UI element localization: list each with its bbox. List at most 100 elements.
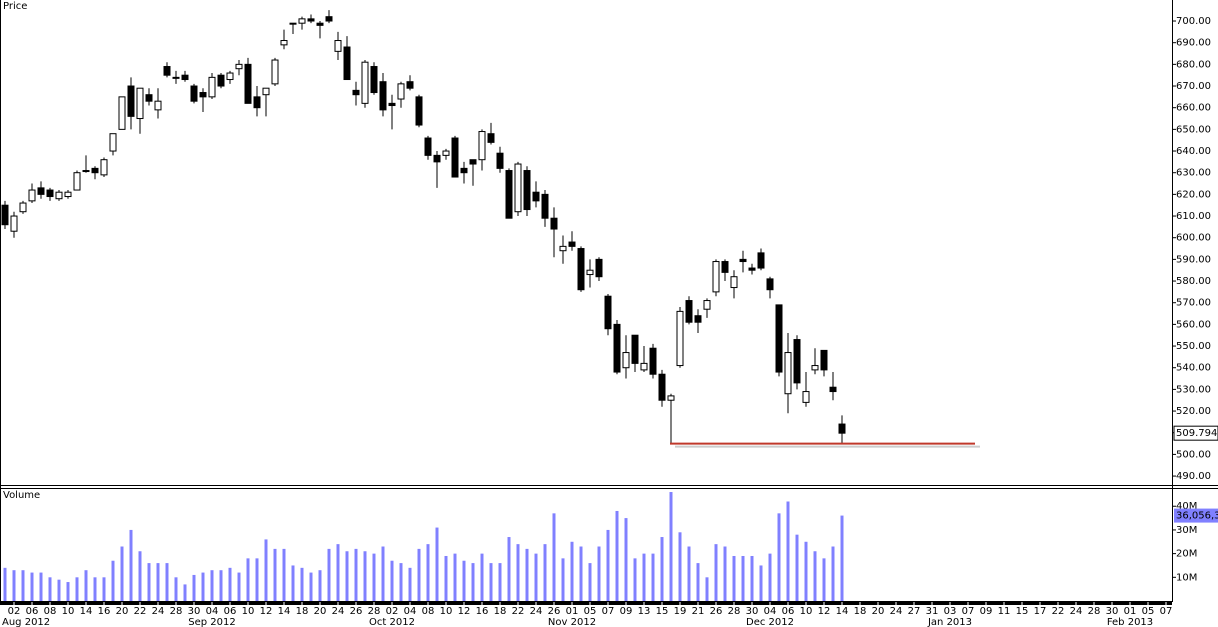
candle-body	[487, 133, 495, 143]
candle-body	[748, 267, 756, 271]
y-tick-label: 670.00	[1176, 81, 1211, 92]
x-tick-label: 20	[116, 606, 129, 617]
candle-body	[352, 89, 360, 96]
x-tick-label: 14	[80, 606, 93, 617]
x-tick-label: 28	[170, 606, 183, 617]
volume-bar	[300, 567, 304, 601]
x-tick-label: 16	[476, 606, 489, 617]
volume-bar	[831, 546, 835, 601]
y-tick-label: 490.00	[1176, 471, 1211, 482]
x-tick-label: 05	[584, 606, 597, 617]
month-label: Aug 2012	[2, 617, 50, 627]
candle-body	[82, 170, 90, 173]
candle-body	[262, 87, 270, 96]
volume-bar	[804, 541, 808, 601]
frame	[0, 0, 1218, 602]
candle-body	[361, 61, 369, 104]
candle-body	[469, 159, 477, 165]
panel-label: Price	[3, 1, 27, 12]
candle-body	[280, 40, 288, 46]
volume-bar	[669, 492, 673, 601]
volume-bar	[588, 563, 592, 601]
candle-body	[127, 85, 135, 117]
x-tick-label: 14	[836, 606, 849, 617]
volume-bar	[615, 510, 619, 601]
y2-tick-label: 30M	[1176, 525, 1197, 536]
x-tick-label: 28	[368, 606, 381, 617]
candle-body	[271, 59, 279, 85]
candle-body	[253, 96, 261, 109]
volume-bar	[642, 553, 646, 601]
x-tick-label: 24	[890, 606, 903, 617]
month-label: Dec 2012	[746, 617, 794, 627]
y2-tick-label: 20M	[1176, 549, 1197, 560]
volume-bar	[354, 548, 358, 601]
x-tick-label: 10	[62, 606, 75, 617]
volume-bar	[129, 529, 133, 601]
candle-body	[415, 96, 423, 126]
x-tick-label: 26	[350, 606, 363, 617]
candle-body	[586, 269, 594, 276]
volume-bar	[534, 553, 538, 601]
volume-bar	[12, 570, 16, 601]
x-tick-label: 20	[872, 606, 885, 617]
x-tick-label: 03	[944, 606, 957, 617]
volume-bar	[624, 518, 628, 601]
volume-bar	[363, 551, 367, 601]
y-tick-label: 700.00	[1176, 16, 1211, 27]
volume-bar	[75, 577, 79, 601]
candle-body	[145, 94, 153, 102]
candle-body	[316, 22, 324, 26]
candle-body	[523, 170, 531, 211]
volume-bar	[120, 546, 124, 601]
candle-body	[298, 18, 306, 24]
candle-body	[739, 258, 747, 263]
volume-bar	[21, 570, 25, 601]
volume-bar	[84, 570, 88, 601]
candle-body	[640, 362, 648, 371]
candle-body	[46, 189, 54, 198]
x-tick-label: 04	[206, 606, 219, 617]
volume-bar	[201, 572, 205, 601]
candle-body	[451, 137, 459, 178]
x-tick-label: 24	[152, 606, 165, 617]
candle-body	[208, 76, 216, 98]
x-tick-label: 02	[8, 606, 21, 617]
y-tick-label: 580.00	[1176, 276, 1211, 287]
volume-bar	[192, 574, 196, 601]
volume-bar	[660, 537, 664, 601]
candle-body	[658, 373, 666, 401]
month-label: Oct 2012	[369, 617, 415, 627]
volume-bar	[57, 579, 61, 601]
month-label: Nov 2012	[548, 617, 596, 627]
x-tick-label: 18	[854, 606, 867, 617]
panel-label: Volume	[3, 490, 40, 501]
candle-body	[325, 16, 333, 22]
y2-tick-label: 10M	[1176, 572, 1197, 583]
candle-body	[550, 217, 558, 230]
volume-bar	[156, 563, 160, 601]
volume-bar	[696, 563, 700, 601]
volume-bar	[93, 577, 97, 601]
candle-body	[370, 66, 378, 94]
volume-bar	[327, 548, 331, 601]
x-tick-label: 09	[620, 606, 633, 617]
y-tick-label: 500.00	[1176, 449, 1211, 460]
x-tick-label: 13	[638, 606, 651, 617]
x-tick-label: 12	[818, 606, 831, 617]
volume-bar	[3, 567, 7, 601]
volume-bar	[345, 551, 349, 601]
candle-body	[226, 72, 234, 81]
candle-body	[595, 258, 603, 278]
x-tick-label: 30	[746, 606, 759, 617]
candle-body	[235, 63, 243, 70]
volume-bar	[723, 546, 727, 601]
x-tick-label: 19	[674, 606, 687, 617]
volume-bar	[30, 572, 34, 601]
volume-bar	[408, 567, 412, 601]
candle-body	[559, 245, 567, 252]
x-tick-label: 12	[458, 606, 471, 617]
candle-body	[694, 315, 702, 323]
y-tick-label: 540.00	[1176, 363, 1211, 374]
candle-body	[388, 102, 396, 107]
